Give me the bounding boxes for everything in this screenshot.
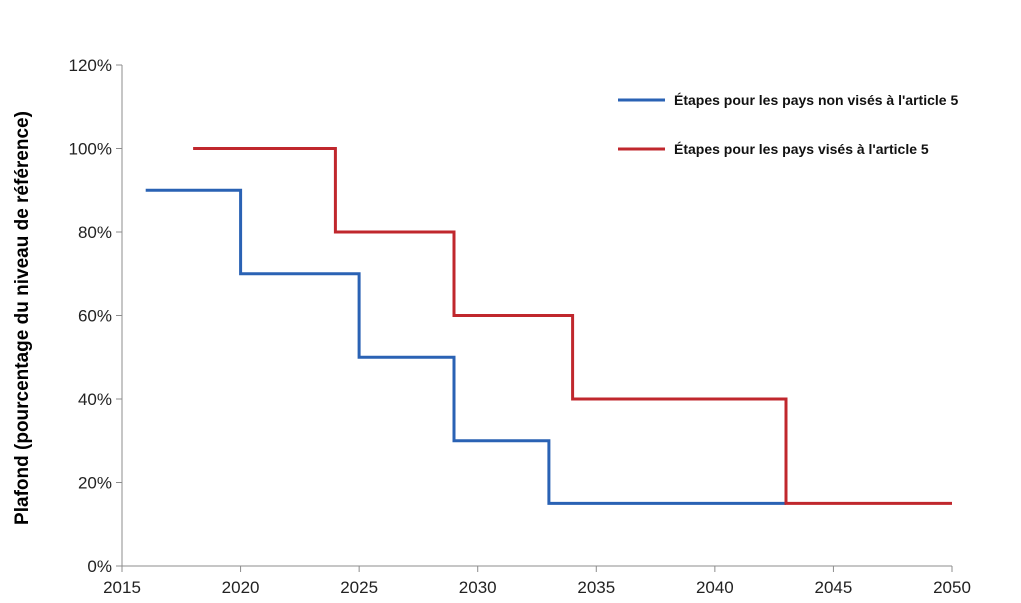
x-tick-label: 2015 xyxy=(103,578,141,597)
series-line-2 xyxy=(193,147,952,505)
legend-label-1: Étapes pour les pays non visés à l'artic… xyxy=(674,92,958,108)
y-tick-label: 60% xyxy=(78,307,112,326)
x-tick-label: 2045 xyxy=(815,578,853,597)
y-tick-label: 80% xyxy=(78,223,112,242)
y-axis-title: Plafond (pourcentage du niveau de référe… xyxy=(12,111,33,525)
x-tick-label: 2025 xyxy=(340,578,378,597)
y-tick-label: 0% xyxy=(87,557,112,576)
legend-label-2: Étapes pour les pays visés à l'article 5 xyxy=(674,141,929,157)
x-tick-label: 2040 xyxy=(696,578,734,597)
y-tick-label: 40% xyxy=(78,390,112,409)
y-tick-label: 100% xyxy=(69,140,112,159)
x-tick-label: 2030 xyxy=(459,578,497,597)
y-tick-label: 20% xyxy=(78,474,112,493)
series-group xyxy=(145,147,952,505)
y-tick-label: 120% xyxy=(69,56,112,75)
series-line-1 xyxy=(145,188,786,505)
legend: Étapes pour les pays non visés à l'artic… xyxy=(618,92,958,157)
x-tick-label: 2050 xyxy=(933,578,971,597)
axes: 0% 20% 40% 60% 80% 100% 120% 2015 2020 2025 2030 20… xyxy=(69,56,971,597)
x-tick-label: 2020 xyxy=(222,578,260,597)
x-tick-label: 2035 xyxy=(577,578,615,597)
